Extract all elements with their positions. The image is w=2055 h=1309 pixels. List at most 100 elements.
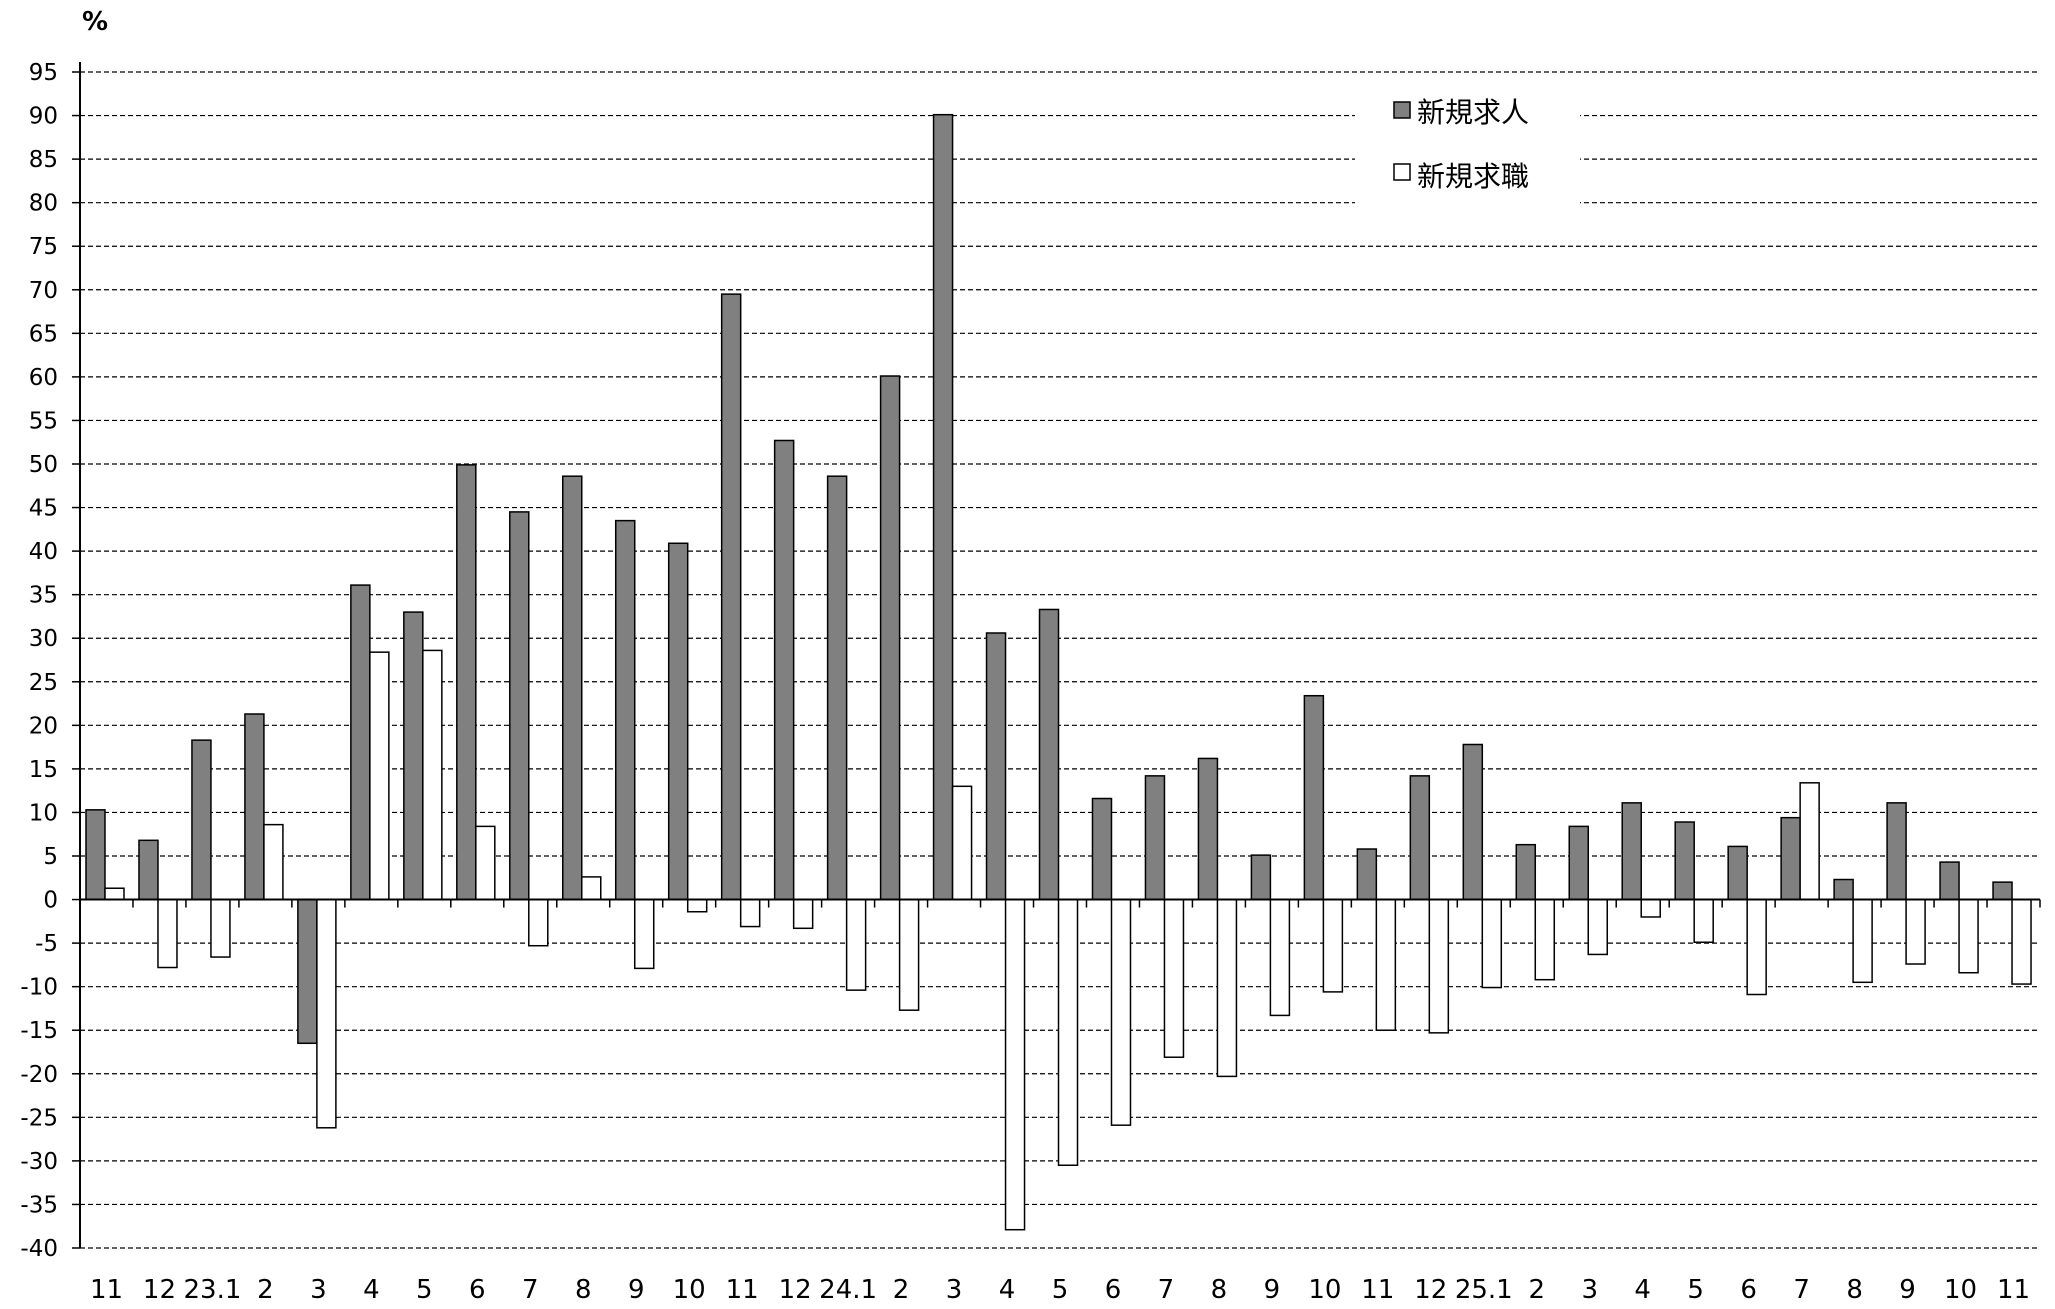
x-tick-label: 9 [628,1275,645,1305]
bar-series-1 [898,898,920,1011]
x-tick-label: 5 [1687,1275,1704,1305]
bar-series-0 [1833,878,1854,901]
x-tick-label: 25.1 [1455,1275,1513,1305]
x-tick-label: 4 [999,1275,1016,1305]
y-tick-label: -5 [35,931,58,957]
y-tick-label: 40 [29,539,58,565]
bar-series-0 [1197,757,1219,901]
bar-series-0 [1144,775,1166,901]
bar-series-1 [739,898,761,928]
x-tick-label: 4 [363,1275,380,1305]
x-tick-label: 9 [1899,1275,1916,1305]
bar-series-1 [1905,898,1926,965]
y-tick-label: 50 [29,452,58,478]
bar-series-0 [826,475,848,901]
bar-series-1 [157,898,178,969]
legend-label-new-job-offers: 新規求人 [1417,96,1529,129]
bar-series-1 [1163,898,1185,1058]
x-tick-label: 8 [1211,1275,1228,1305]
x-tick-label: 8 [575,1275,592,1305]
y-tick-label: -40 [20,1236,58,1262]
bar-series-0 [350,584,371,901]
bar-series-0 [1568,825,1589,901]
bar-series-0 [667,542,689,901]
x-tick-label: 6 [469,1275,486,1305]
y-tick-label: 60 [29,365,58,391]
bar-series-0 [403,611,424,901]
x-tick-label: 23.1 [183,1275,241,1305]
bar-series-0 [773,439,795,901]
bar-series-0 [1250,854,1272,901]
y-tick-label: 35 [29,583,58,609]
x-tick-label: 24.1 [819,1275,877,1305]
bar-series-0 [1038,608,1060,901]
y-tick-label: 75 [29,234,58,260]
y-tick-label: 45 [29,496,58,522]
y-tick-label: 30 [29,626,58,652]
x-tick-label: 12 [779,1275,812,1305]
bar-series-0 [191,739,212,901]
x-tick-label: 2 [257,1275,274,1305]
y-tick-label: 70 [29,278,58,304]
bar-series-0 [614,519,636,901]
bar-series-1 [1958,898,1979,974]
y-tick-label: 0 [43,888,58,914]
x-tick-label: 12 [1414,1275,1447,1305]
y-tick-label: -35 [20,1192,58,1218]
bar-series-0 [85,809,106,901]
bar-series-0 [1674,821,1695,901]
legend: 新規求人 新規求職 [1355,88,1580,208]
y-tick-label: 80 [29,191,58,217]
bars-group [85,113,2032,1231]
bar-series-1 [1693,898,1714,943]
bar-series-1 [1587,898,1608,956]
bar-series-1 [845,898,867,991]
bar-series-1 [1428,898,1450,1034]
x-tick-label: 7 [1793,1275,1810,1305]
bar-series-0 [297,898,318,1045]
bar-series-1 [792,898,814,930]
bar-series-1 [210,898,231,958]
bar-series-1 [1746,898,1767,996]
bar-series-0 [244,713,265,901]
legend-background [1355,88,1580,208]
x-tick-label: 8 [1846,1275,1863,1305]
bar-series-1 [369,651,390,901]
y-unit-label: % [82,7,108,37]
x-tick-label: 2 [1528,1275,1545,1305]
y-tick-label: 5 [43,844,58,870]
x-tick-label: 10 [673,1275,706,1305]
x-tick-label: 9 [1264,1275,1281,1305]
bar-series-0 [932,113,954,901]
x-tick-label: 3 [946,1275,963,1305]
bar-series-0 [1462,743,1484,901]
x-tick-label: 11 [726,1275,759,1305]
legend-swatch-new-job-seekers [1393,163,1411,181]
bar-series-1 [316,898,337,1129]
y-tick-label: -20 [20,1062,58,1088]
bar-series-0 [1780,816,1801,901]
bar-series-0 [1409,775,1431,901]
bar-series-1 [2011,898,2032,985]
bar-series-0 [985,632,1007,901]
bar-series-1 [686,898,708,913]
y-tick-labels: 95908580757065605550454035302520151050-5… [20,60,58,1262]
x-tick-label: 7 [522,1275,539,1305]
y-tick-label: -15 [20,1018,58,1044]
bar-series-1 [1534,898,1556,981]
bar-series-1 [1799,782,1820,901]
y-tick-label: 15 [29,757,58,783]
x-tick-label: 3 [310,1275,327,1305]
x-tick-label: 5 [1052,1275,1069,1305]
y-tick-label: 95 [29,60,58,86]
y-tick-label: 55 [29,408,58,434]
x-tick-label: 3 [1581,1275,1598,1305]
bar-series-0 [720,293,742,901]
bar-series-1 [1269,898,1291,1017]
y-tick-label: 85 [29,147,58,173]
bar-series-0 [1356,848,1378,901]
bar-series-1 [1852,898,1873,984]
bar-series-1 [528,898,549,947]
bar-series-1 [1216,898,1238,1078]
bar-series-1 [581,876,602,901]
